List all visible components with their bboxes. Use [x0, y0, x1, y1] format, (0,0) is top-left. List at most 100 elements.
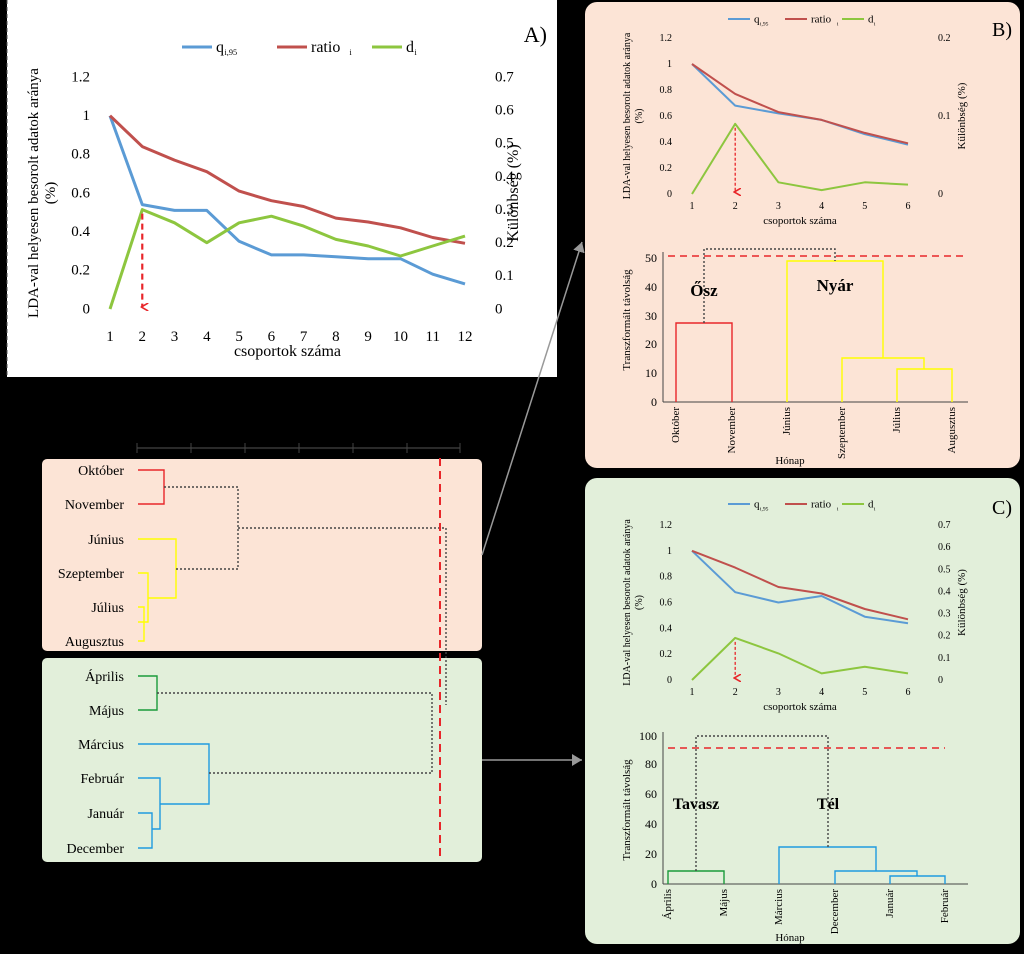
y-left-tick: 1.2 — [660, 33, 673, 44]
dendrogram-b: 0 10 20 30 40 50 Transzformált távolság … — [621, 248, 968, 467]
x-axis-label: csoportok száma — [763, 701, 837, 713]
main-leaf-januar: Január — [87, 807, 124, 822]
dendro-b-ytick: 20 — [645, 337, 657, 351]
y-right-label: Különbség (%) — [956, 82, 968, 149]
main-leaf-julius: Július — [91, 601, 124, 616]
y-left-tick: 0.4 — [660, 623, 673, 634]
y-right-tick: 0.1 — [938, 111, 951, 122]
x-tick: 2 — [139, 329, 147, 345]
x-tick: 4 — [819, 687, 824, 698]
y-left-label-unit: (%) — [634, 595, 645, 610]
y-left-tick: 0.6 — [660, 598, 673, 609]
legend-subscript: i — [837, 506, 839, 512]
x-axis-label: csoportok száma — [763, 215, 837, 227]
main-leaf-augusztus: Augusztus — [65, 635, 124, 650]
x-tick: 5 — [235, 329, 243, 345]
dendro-c-ytick: 40 — [645, 817, 657, 831]
x-tick: 1 — [106, 329, 114, 345]
y-right-tick: 0.7 — [495, 69, 514, 85]
branch-marcius — [138, 743, 210, 805]
dendro-b-y-ticks: 0 10 20 30 40 50 — [645, 251, 657, 409]
main-leaf-februar: Február — [80, 772, 124, 787]
legend-label: ratio — [311, 39, 340, 56]
x-tick: 6 — [906, 201, 911, 212]
y-left-label-unit: (%) — [634, 109, 645, 124]
dendro-b-ytick: 10 — [645, 366, 657, 380]
x-tick: 6 — [906, 687, 911, 698]
y-left-tick: 0.8 — [660, 85, 673, 96]
x-tick: 5 — [862, 687, 867, 698]
y-right-label: Különbség (%) — [505, 144, 522, 241]
series-line-ratio_i — [108, 114, 466, 245]
y-right-tick: 0 — [938, 675, 943, 686]
main-leaf-szeptember: Szeptember — [58, 567, 124, 582]
panel-b-background — [585, 2, 1020, 468]
dendro-b-leaf: Június — [781, 407, 793, 435]
legend-label: ratio — [811, 498, 832, 510]
y-left-tick: 0.4 — [71, 224, 90, 240]
series-line-ratio_i — [691, 63, 909, 145]
branch-jul-aug — [138, 606, 145, 642]
y-right-tick: 0 — [938, 189, 943, 200]
y-right-tick: 0.4 — [495, 169, 514, 185]
main-leaf-november: November — [65, 498, 124, 513]
dendro-b-branch-szept — [841, 357, 925, 402]
legend-subscript: i,95 — [225, 48, 238, 57]
panel-c-background — [585, 478, 1020, 944]
legend-label: ratio — [811, 13, 832, 25]
dendro-b-ytick: 50 — [645, 251, 657, 265]
x-tick: 1 — [690, 201, 695, 212]
x-tick: 10 — [393, 329, 408, 345]
x-tick: 3 — [171, 329, 179, 345]
x-tick: 12 — [458, 329, 473, 345]
branch-februar — [138, 777, 161, 830]
legend-subscript: i,95 — [760, 506, 769, 512]
y-left-tick: 1 — [667, 59, 672, 70]
y-left-tick: 0.8 — [71, 147, 90, 163]
y-right-tick: 0.2 — [495, 235, 514, 251]
y-left-label: LDA-val helyesen besorolt adatok aránya — [622, 32, 633, 199]
chart-c: 0 0.2 0.4 0.6 0.8 1 1.2 0 0.1 0.2 0.3 0.4 0.5 0.6 0.7 1… — [622, 497, 1012, 713]
dendro-b-group-osz: Ősz — [690, 281, 718, 300]
dendro-c-leaf: December — [829, 889, 841, 935]
branch-spring-winter-join — [157, 692, 433, 774]
panel-a-background — [7, 0, 557, 377]
y-right-tick: 0.4 — [938, 586, 951, 597]
y-left-tick: 0.8 — [660, 572, 673, 583]
dendro-b-leaf: Augusztus — [946, 407, 958, 453]
y-left-tick: 0 — [667, 189, 672, 200]
legend-label: d — [868, 13, 874, 25]
x-tick: 3 — [776, 687, 781, 698]
y-left-tick: 0.2 — [660, 163, 673, 174]
panel-label: B) — [992, 19, 1012, 41]
dendro-c-ytick: 20 — [645, 847, 657, 861]
dendro-c-leaf: Április — [662, 889, 674, 920]
arrow-to-panel-b — [481, 241, 585, 556]
dendro-c-leaf: Május — [718, 889, 730, 917]
y-right-tick: 0.6 — [938, 542, 951, 553]
dendro-c-branch-jan-feb — [889, 875, 946, 884]
dendro-b-ytick: 40 — [645, 280, 657, 294]
y-left-tick: 0.2 — [71, 263, 90, 279]
legend-subscript: i — [874, 506, 876, 512]
legend-label: q — [216, 39, 224, 56]
dendro-b-leaf: Július — [891, 407, 903, 433]
main-leaf-marcius: Március — [78, 738, 124, 753]
y-right-tick: 0.7 — [938, 520, 951, 531]
dendro-c-branch-join — [695, 735, 829, 871]
main-leaf-junius: Június — [88, 533, 124, 548]
dendrogram-c: 0 20 40 60 80 100 Transzformált távolság… — [621, 729, 968, 944]
dendro-c-ytick: 0 — [651, 877, 657, 891]
dendro-c-branch-dec — [834, 870, 918, 884]
x-tick: 1 — [690, 687, 695, 698]
dendro-c-leaf: Február — [939, 889, 951, 924]
x-tick: 9 — [364, 329, 372, 345]
series-line-d_i — [691, 636, 909, 681]
y-right-tick: 0.3 — [495, 202, 514, 218]
legend-subscript: i — [350, 48, 353, 57]
legend-subscript: i — [874, 21, 876, 27]
legend-subscript: i — [415, 48, 418, 57]
legend-label: q — [754, 498, 760, 510]
